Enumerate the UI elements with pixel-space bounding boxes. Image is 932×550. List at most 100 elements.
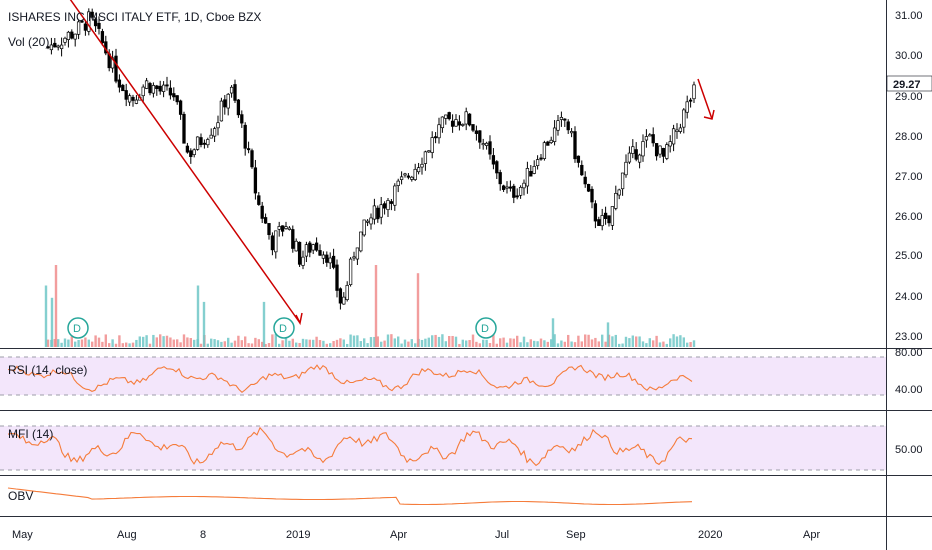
candle-body xyxy=(661,147,666,157)
candle-body xyxy=(454,119,458,127)
volume-bar xyxy=(199,343,203,347)
candle-body xyxy=(682,109,686,128)
volume-bar xyxy=(587,334,590,347)
volume-bar xyxy=(339,338,342,347)
candle-body xyxy=(624,161,628,176)
volume-bar xyxy=(94,335,97,347)
volume-bar xyxy=(179,342,182,347)
candle-body xyxy=(590,188,594,203)
candle-body xyxy=(556,120,560,131)
indicator-lines xyxy=(7,364,693,506)
candle-body xyxy=(610,206,615,226)
volume-bar xyxy=(352,335,356,347)
volume-bar xyxy=(131,342,135,347)
candle-body xyxy=(345,285,349,300)
volume-bar xyxy=(57,339,60,347)
volume-bar xyxy=(329,343,332,347)
dividend-marker[interactable]: D xyxy=(67,317,89,339)
candle-body xyxy=(175,95,179,103)
volume-bar xyxy=(397,336,400,347)
candle-body xyxy=(505,186,509,189)
candle-body xyxy=(121,84,125,92)
volume-bar xyxy=(611,336,614,347)
volume-bar xyxy=(70,336,73,347)
candle-body xyxy=(488,141,492,155)
candle-body xyxy=(76,21,81,35)
price-candles xyxy=(46,8,696,310)
volume-bar xyxy=(111,339,114,347)
volume-bar xyxy=(50,297,54,347)
volume-bar xyxy=(553,334,556,347)
obv-line xyxy=(7,487,693,506)
candle-body xyxy=(206,139,210,146)
candle-body xyxy=(56,45,60,48)
volume-bar xyxy=(301,338,305,347)
candle-body xyxy=(277,226,281,230)
candle-body xyxy=(607,215,611,224)
volume-bar xyxy=(536,341,539,347)
volume-bar xyxy=(451,335,454,347)
volume-bar xyxy=(393,338,396,347)
candle-body xyxy=(671,128,676,145)
volume-bar xyxy=(621,343,624,347)
volume-bar xyxy=(448,336,451,347)
volume-bar xyxy=(349,334,352,347)
candle-body xyxy=(522,182,526,189)
volume-bar xyxy=(658,342,662,347)
volume-bar xyxy=(471,334,475,347)
volume-bar xyxy=(318,340,322,347)
candle-body xyxy=(199,137,203,145)
volume-bar xyxy=(570,341,573,347)
candle-body xyxy=(427,150,431,153)
volume-bar xyxy=(261,341,264,347)
candle-body xyxy=(185,145,190,153)
volume-bar xyxy=(465,340,468,347)
candle-body xyxy=(583,176,587,185)
candle-body xyxy=(189,150,193,157)
candle-body xyxy=(240,114,244,124)
candle-body xyxy=(257,195,261,205)
candle-body xyxy=(73,33,77,40)
candle-body xyxy=(644,136,649,141)
volume-bar xyxy=(682,337,685,347)
candle-body xyxy=(437,124,441,139)
mfi-label: MFI (14) xyxy=(8,427,53,441)
price-tick: 23.00 xyxy=(895,331,923,343)
volume-bar xyxy=(271,334,274,347)
candle-body xyxy=(627,152,632,163)
candle-body xyxy=(93,19,98,27)
volume-bar xyxy=(366,343,369,347)
forecast-arrowhead xyxy=(703,109,715,120)
dividend-marker[interactable]: D xyxy=(475,317,497,339)
dividend-marker[interactable]: D xyxy=(273,317,295,339)
volume-bar xyxy=(665,343,668,347)
candle-body xyxy=(410,176,414,180)
candle-body xyxy=(311,244,315,251)
volume-bar xyxy=(244,336,247,347)
candle-body xyxy=(284,226,288,229)
volume-bar xyxy=(380,341,383,347)
candle-body xyxy=(603,212,608,219)
volume-bar xyxy=(125,342,128,347)
price-tick: 24.00 xyxy=(895,291,923,303)
candle-body xyxy=(328,257,332,264)
volume-bar xyxy=(332,340,335,347)
candle-body xyxy=(192,149,196,155)
volume-bar xyxy=(407,341,410,347)
volume-bar xyxy=(539,338,543,347)
volume-bar xyxy=(652,340,655,347)
candle-body xyxy=(379,204,383,218)
volume-bar xyxy=(390,334,393,347)
candle-body xyxy=(80,20,84,23)
candle-body xyxy=(301,256,305,266)
volume-bar xyxy=(186,337,189,347)
candle-body xyxy=(267,223,271,236)
candle-body xyxy=(512,185,516,198)
volume-bar xyxy=(104,334,107,347)
candle-body xyxy=(318,250,322,256)
volume-bar xyxy=(257,339,260,347)
volume-bar xyxy=(182,334,186,347)
volume-bar xyxy=(60,342,63,347)
candle-body xyxy=(440,116,445,129)
